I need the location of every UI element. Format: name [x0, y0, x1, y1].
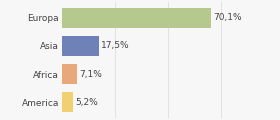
Text: 7,1%: 7,1% — [79, 70, 102, 79]
Bar — [62, 64, 77, 84]
Text: 70,1%: 70,1% — [213, 13, 242, 22]
Text: 5,2%: 5,2% — [75, 98, 98, 107]
Bar — [62, 8, 211, 28]
Bar — [62, 36, 99, 56]
Text: 17,5%: 17,5% — [101, 41, 130, 50]
Bar — [62, 92, 73, 112]
